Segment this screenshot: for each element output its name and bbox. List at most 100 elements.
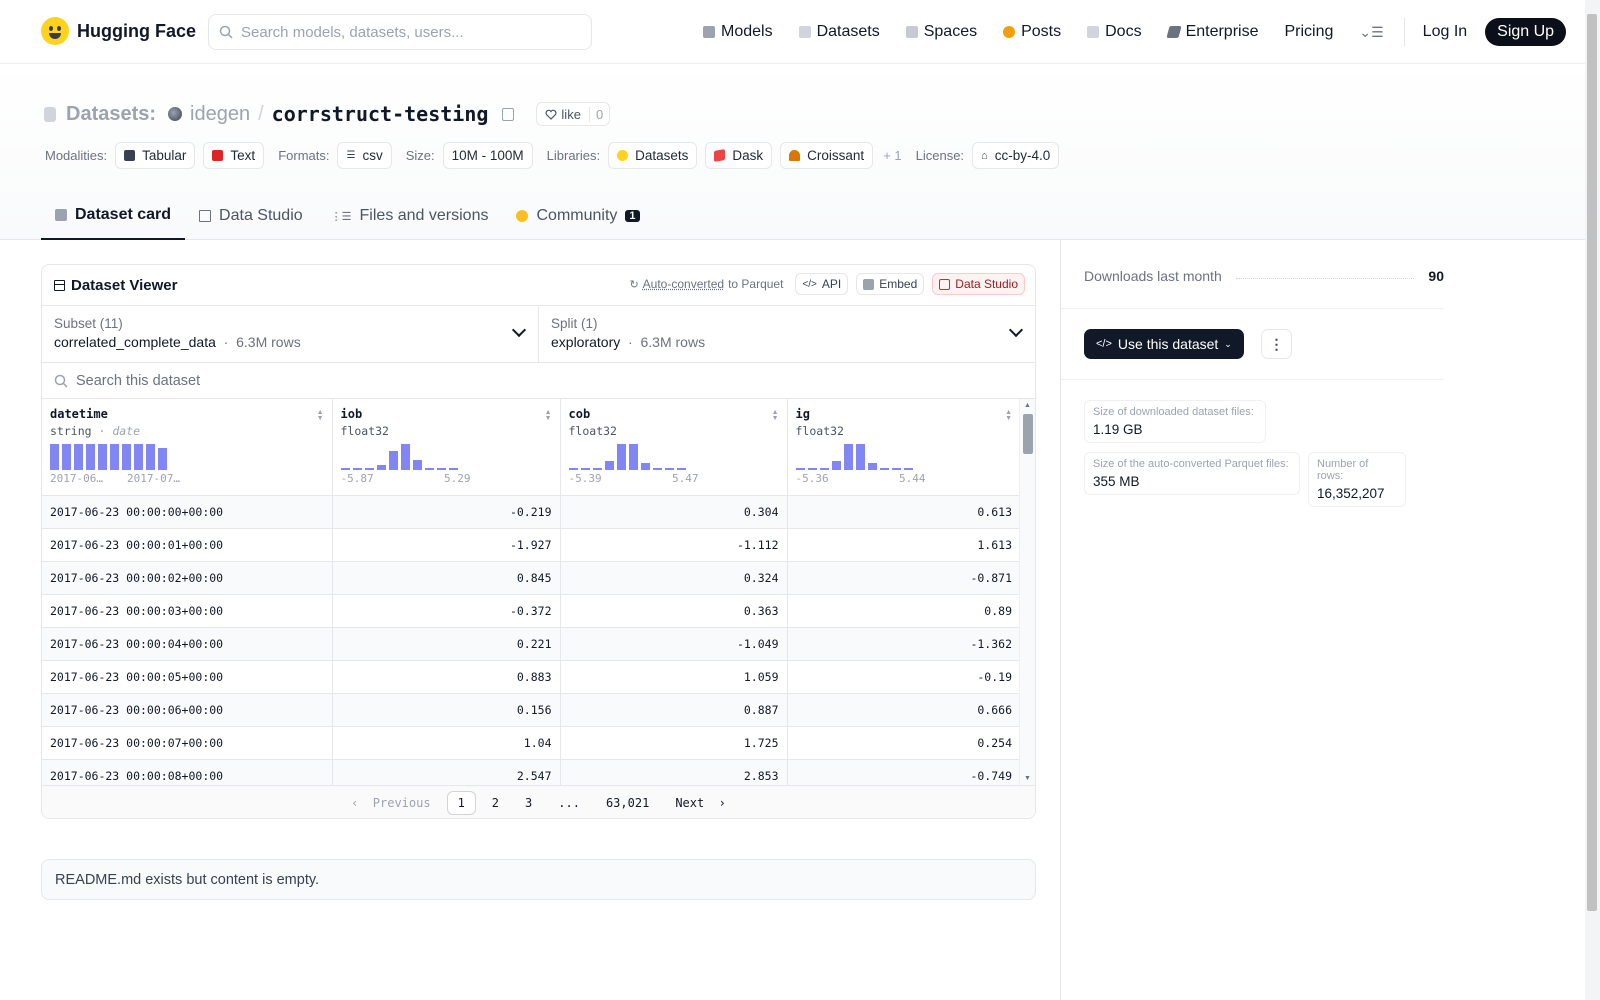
- table-cell-datetime[interactable]: 2017-06-23 00:00:04+00:00: [42, 627, 333, 661]
- tag-datasets-lib[interactable]: Datasets: [608, 142, 698, 169]
- sort-icon[interactable]: ▲ ▼: [544, 409, 552, 422]
- histogram-bar[interactable]: [448, 468, 458, 470]
- sort-icon[interactable]: ▲ ▼: [1005, 409, 1012, 422]
- sort-icon[interactable]: ▲ ▼: [771, 409, 779, 422]
- histogram-bar[interactable]: [664, 468, 674, 470]
- table-cell-cob[interactable]: 1.725: [560, 726, 788, 760]
- tag-text[interactable]: Text: [203, 142, 265, 169]
- histogram-bar[interactable]: [122, 444, 131, 470]
- column-header-cob[interactable]: cob float32 ▲ ▼ -5.39 5.47: [560, 399, 788, 496]
- table-row[interactable]: 2017-06-23 00:00:00+00:00 -0.219 0.304 0.61…: [42, 495, 1020, 529]
- histogram-bar[interactable]: [604, 461, 614, 470]
- table-cell-datetime[interactable]: 2017-06-23 00:00:05+00:00: [42, 660, 333, 694]
- scrollbar-thumb[interactable]: [1023, 414, 1033, 454]
- table-cell-cob[interactable]: 0.304: [560, 495, 788, 529]
- table-scrollbar[interactable]: ▲ ▼: [1019, 399, 1035, 785]
- table-cell-cob[interactable]: 0.324: [560, 561, 788, 595]
- owner-link[interactable]: idegen: [190, 102, 251, 125]
- table-cell-cob[interactable]: 2.853: [560, 759, 788, 785]
- auto-converted-link[interactable]: Auto-converted: [642, 277, 725, 291]
- table-row[interactable]: 2017-06-23 00:00:08+00:00 2.547 2.853 -0.74…: [42, 759, 1020, 785]
- table-cell-cob[interactable]: 0.887: [560, 693, 788, 727]
- histogram-bar[interactable]: [400, 444, 410, 470]
- use-dataset-button[interactable]: </> Use this dataset ⌄: [1084, 329, 1244, 359]
- table-cell-iob[interactable]: 2.547: [332, 759, 561, 785]
- previous-page-button[interactable]: ‹ Previous: [351, 795, 431, 810]
- histogram-bar[interactable]: [807, 468, 817, 470]
- table-cell-ig[interactable]: 0.89: [787, 594, 1020, 628]
- table-cell-iob[interactable]: 0.845: [332, 561, 561, 595]
- table-cell-ig[interactable]: 0.254: [787, 726, 1020, 760]
- signup-button[interactable]: Sign Up: [1485, 18, 1567, 46]
- histogram-bar[interactable]: [652, 468, 662, 470]
- split-selector[interactable]: Split (1) exploratory · 6.3M rows: [538, 306, 1035, 362]
- scroll-up-icon[interactable]: ▲: [1024, 402, 1031, 409]
- histogram-bar[interactable]: [592, 468, 602, 470]
- histogram-bar[interactable]: [640, 463, 650, 470]
- table-cell-datetime[interactable]: 2017-06-23 00:00:02+00:00: [42, 561, 333, 595]
- tag-csv[interactable]: ☰ csv: [337, 142, 392, 169]
- dataset-search[interactable]: [42, 363, 1035, 399]
- table-cell-iob[interactable]: 0.156: [332, 693, 561, 727]
- nav-models[interactable]: Models: [703, 23, 773, 41]
- histogram-bar[interactable]: [628, 444, 638, 470]
- histogram-bar[interactable]: [831, 461, 841, 470]
- table-cell-cob[interactable]: -1.112: [560, 528, 788, 562]
- sort-icon[interactable]: ▲ ▼: [316, 409, 324, 422]
- table-cell-ig[interactable]: -1.362: [787, 627, 1020, 661]
- tag-croissant[interactable]: Croissant: [780, 142, 874, 169]
- tab-files[interactable]: ⋮☰ Files and versions: [317, 192, 503, 240]
- table-cell-ig[interactable]: 0.613: [787, 495, 1020, 529]
- data-studio-button[interactable]: Data Studio: [932, 273, 1025, 295]
- search-input[interactable]: [241, 23, 571, 41]
- column-histogram[interactable]: [568, 441, 779, 470]
- histogram-bar[interactable]: [146, 444, 155, 470]
- histogram-bar[interactable]: [580, 468, 590, 470]
- tag-size[interactable]: 10M - 100M: [442, 142, 533, 169]
- scroll-down-icon[interactable]: ▼: [1024, 775, 1031, 782]
- histogram-bar[interactable]: [424, 468, 434, 470]
- histogram-bar[interactable]: [795, 468, 805, 470]
- table-cell-iob[interactable]: 0.883: [332, 660, 561, 694]
- page-1-button[interactable]: 1: [446, 790, 476, 815]
- table-cell-cob[interactable]: 0.363: [560, 594, 788, 628]
- column-histogram[interactable]: [795, 441, 1013, 470]
- column-header-ig[interactable]: ig float32 ▲ ▼ -5.36 5.44: [787, 399, 1020, 496]
- table-cell-datetime[interactable]: 2017-06-23 00:00:00+00:00: [42, 495, 333, 529]
- nav-posts[interactable]: Posts: [1003, 23, 1061, 41]
- histogram-bar[interactable]: [340, 468, 350, 470]
- histogram-bar[interactable]: [843, 444, 853, 470]
- histogram-bar[interactable]: [364, 468, 374, 470]
- histogram-bar[interactable]: [819, 468, 829, 470]
- column-histogram[interactable]: [50, 441, 324, 470]
- tab-data-studio[interactable]: Data Studio: [185, 192, 317, 240]
- login-link[interactable]: Log In: [1422, 23, 1468, 40]
- table-cell-datetime[interactable]: 2017-06-23 00:00:08+00:00: [42, 759, 333, 785]
- table-cell-iob[interactable]: 0.221: [332, 627, 561, 661]
- table-cell-datetime[interactable]: 2017-06-23 00:00:01+00:00: [42, 528, 333, 562]
- tag-dask[interactable]: Dask: [705, 142, 773, 169]
- page-3-button[interactable]: 3: [525, 795, 533, 810]
- histogram-bar[interactable]: [616, 444, 626, 470]
- breadcrumb-datasets[interactable]: Datasets:: [66, 102, 157, 125]
- table-cell-datetime[interactable]: 2017-06-23 00:00:03+00:00: [42, 594, 333, 628]
- table-cell-cob[interactable]: 1.059: [560, 660, 788, 694]
- histogram-bar[interactable]: [568, 468, 578, 470]
- histogram-bar[interactable]: [376, 465, 386, 470]
- histogram-bar[interactable]: [110, 444, 119, 470]
- nav-datasets[interactable]: Datasets: [798, 23, 880, 41]
- global-search[interactable]: [208, 14, 592, 50]
- page-2-button[interactable]: 2: [491, 795, 500, 810]
- histogram-bar[interactable]: [158, 448, 167, 470]
- table-cell-datetime[interactable]: 2017-06-23 00:00:06+00:00: [42, 693, 333, 727]
- api-button[interactable]: </> API: [795, 273, 849, 295]
- histogram-bar[interactable]: [891, 468, 901, 470]
- page-scrollbar[interactable]: [1585, 0, 1600, 1000]
- page-scrollbar-thumb[interactable]: [1587, 14, 1597, 911]
- subset-selector[interactable]: Subset (11) correlated_complete_data · 6…: [42, 306, 538, 362]
- table-cell-ig[interactable]: -0.749: [787, 759, 1020, 785]
- table-row[interactable]: 2017-06-23 00:00:01+00:00 -1.927 -1.112 1.6…: [42, 528, 1020, 562]
- histogram-bar[interactable]: [98, 444, 107, 470]
- repo-name[interactable]: corrstruct-testing: [271, 102, 489, 126]
- table-cell-datetime[interactable]: 2017-06-23 00:00:07+00:00: [42, 726, 333, 760]
